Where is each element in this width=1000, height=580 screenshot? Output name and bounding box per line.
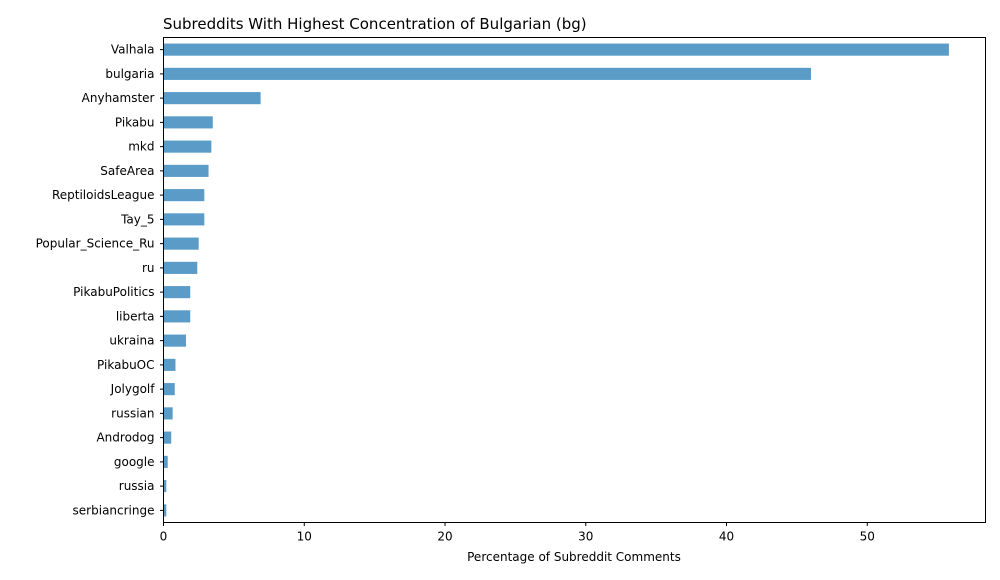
plot-frame [163, 37, 986, 523]
x-axis-ticks: 0 10 20 30 40 50 [160, 522, 875, 544]
y-tick-label: bulgaria [105, 67, 154, 81]
y-tick-label: google [114, 455, 155, 469]
bar-liberta [163, 310, 191, 323]
y-tick-label: liberta [116, 309, 155, 323]
bar-Jolygolf [163, 383, 175, 396]
bar-Pikabu [163, 116, 213, 129]
y-tick-label: ru [142, 261, 155, 275]
bars-group [163, 43, 949, 517]
bar-PikabuPolitics [163, 286, 191, 299]
bar-bulgaria [163, 67, 811, 80]
y-tick-label: ReptiloidsLeague [52, 188, 155, 202]
bar-russian [163, 407, 173, 420]
y-tick-label: SafeArea [100, 164, 154, 178]
y-tick-label: Tay_5 [120, 212, 154, 226]
y-tick-label: russian [111, 406, 154, 420]
bar-Tay_5 [163, 213, 205, 226]
y-tick-label: Pikabu [115, 115, 155, 129]
bar-serbiancringe [163, 504, 167, 517]
x-tick-label: 10 [297, 530, 312, 544]
y-tick-label: Androdog [96, 431, 154, 445]
y-tick-label: mkd [128, 140, 154, 154]
y-axis-ticks: Valhala bulgaria Anyhamster Pikabu mkd SafeAr… [36, 43, 164, 517]
y-tick-label: Valhala [111, 43, 155, 57]
bar-Anyhamster [163, 92, 261, 105]
bar-russia [163, 480, 167, 493]
y-tick-label: russia [119, 479, 155, 493]
y-tick-label: PikabuPolitics [73, 285, 154, 299]
bar-Popular_Science_Ru [163, 237, 199, 250]
bar-PikabuOC [163, 358, 176, 371]
bar-SafeArea [163, 164, 209, 177]
bar-ReptiloidsLeague [163, 189, 205, 202]
x-tick-label: 0 [160, 530, 168, 544]
bar-ukraina [163, 334, 187, 347]
x-tick-label: 40 [719, 530, 734, 544]
y-tick-label: PikabuOC [97, 358, 154, 372]
y-tick-label: Anyhamster [82, 91, 155, 105]
x-tick-label: 50 [860, 530, 875, 544]
y-tick-label: Popular_Science_Ru [36, 237, 155, 251]
x-tick-label: 30 [578, 530, 593, 544]
y-tick-label: ukraina [109, 334, 154, 348]
bar-Androdog [163, 431, 172, 444]
y-tick-label: Jolygolf [110, 382, 156, 396]
x-tick-label: 20 [437, 530, 452, 544]
y-tick-label: serbiancringe [73, 503, 155, 517]
bar-Valhala [163, 43, 949, 56]
x-axis-label: Percentage of Subreddit Comments [467, 550, 681, 564]
bar-google [163, 455, 168, 468]
bar-ru [163, 261, 198, 274]
chart-title: Subreddits With Highest Concentration of… [163, 15, 587, 33]
bar-mkd [163, 140, 212, 153]
